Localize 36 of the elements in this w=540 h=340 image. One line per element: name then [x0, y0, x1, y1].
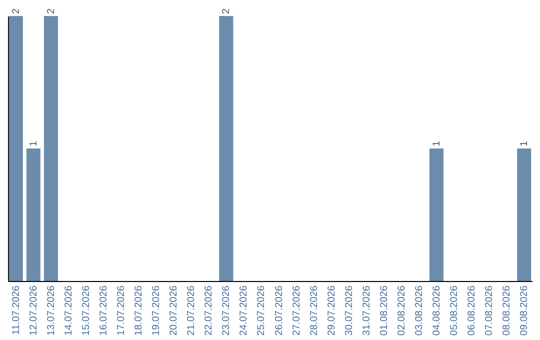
x-tick-label: 03.08.2026 — [414, 285, 425, 336]
x-tick-label: 07.08.2026 — [484, 285, 496, 336]
x-tick-label: 19.07.2026 — [151, 285, 162, 336]
x-tick-label: 25.07.2026 — [256, 285, 268, 336]
x-tick-label: 27.07.2026 — [291, 285, 302, 336]
x-tick-label: 01.08.2026 — [378, 285, 390, 336]
data-label: 2 — [10, 8, 22, 14]
x-tick-label: 22.07.2026 — [204, 285, 215, 336]
x-tick-label: 15.07.2026 — [80, 285, 92, 336]
x-tick-label: 28.07.2026 — [308, 285, 320, 336]
x-tick-label: 09.08.2026 — [519, 285, 530, 336]
data-label: 2 — [221, 8, 232, 14]
x-tick-label: 14.07.2026 — [63, 285, 74, 336]
data-label: 1 — [519, 140, 530, 146]
x-tick-label: 05.08.2026 — [449, 285, 460, 336]
x-tick-label: 23.07.2026 — [221, 285, 232, 336]
x-tick-label: 06.08.2026 — [466, 285, 478, 336]
x-tick-label: 13.07.2026 — [46, 285, 57, 336]
x-tick-label: 17.07.2026 — [116, 285, 128, 336]
x-tick-label: 20.07.2026 — [168, 285, 180, 336]
x-tick-label: 11.07.2026 — [10, 285, 22, 335]
x-tick-label: 24.07.2026 — [238, 285, 250, 336]
x-tick-label: 12.07.2026 — [28, 285, 40, 336]
x-tick-label: 31.07.2026 — [361, 285, 372, 336]
x-tick-label: 16.07.2026 — [98, 285, 110, 336]
x-tick-label: 04.08.2026 — [431, 285, 442, 336]
data-label: 1 — [431, 140, 442, 146]
x-tick-label: 21.07.2026 — [186, 285, 198, 336]
x-tick-label: 26.07.2026 — [274, 285, 285, 336]
x-tick-label: 08.08.2026 — [502, 285, 513, 336]
x-tick-label: 18.07.2026 — [134, 285, 145, 336]
data-label: 1 — [28, 140, 40, 146]
x-tick-label: 29.07.2026 — [326, 285, 338, 336]
data-label: 2 — [46, 8, 57, 14]
x-tick-label: 30.07.2026 — [344, 285, 355, 336]
x-tick-label: 02.08.2026 — [396, 285, 408, 336]
